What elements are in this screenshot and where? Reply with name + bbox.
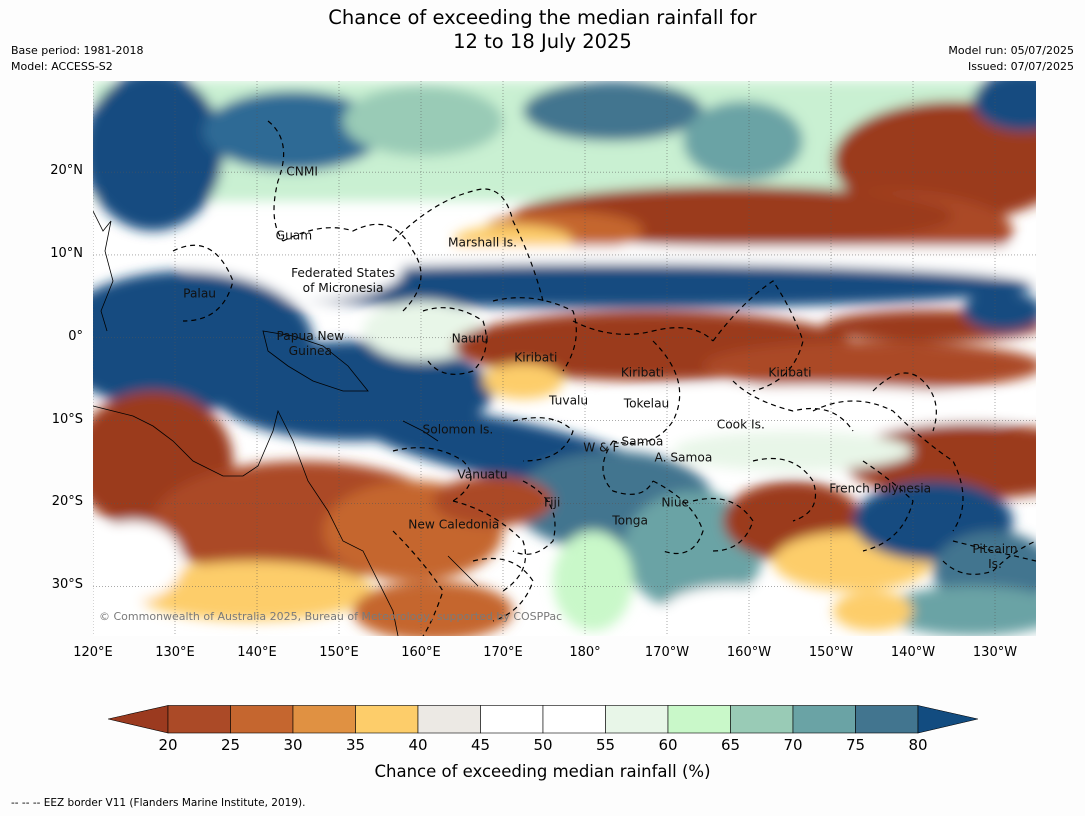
x-tick-label: 130°E — [155, 645, 195, 660]
region-label: Federated States of Micronesia — [291, 265, 396, 295]
colorbar-under-arrow — [108, 705, 169, 734]
x-tick-label: 140°W — [890, 645, 936, 660]
region-label: Papua New Guinea — [276, 328, 345, 358]
colorbar-over-arrow — [917, 705, 978, 734]
region-label: Kiribati — [514, 350, 558, 365]
meta-left: Base period: 1981-2018 Model: ACCESS-S2 — [11, 43, 143, 75]
colorbar-swatch — [792, 705, 856, 734]
region-label: Palau — [183, 286, 217, 301]
title-line-2: 12 to 18 July 2025 — [453, 30, 632, 53]
x-tick-label: 180° — [569, 645, 601, 660]
region-label: Vanuatu — [457, 467, 508, 482]
region-label: Solomon Is. — [422, 422, 494, 437]
colorbar-tick-label: 75 — [845, 736, 866, 754]
region-label: CNMI — [286, 164, 318, 179]
eez-borders — [172, 120, 1036, 636]
colorbar-swatch — [605, 705, 669, 734]
colorbar-tick-label: 50 — [533, 736, 553, 754]
colorbar-swatch — [730, 705, 794, 734]
base-period: Base period: 1981-2018 — [11, 44, 144, 57]
map-canvas — [93, 81, 1036, 636]
x-tick-label: 140°E — [237, 645, 277, 660]
colorbar-tick-label: 55 — [595, 736, 616, 754]
colorbar-tick-label: 70 — [783, 736, 803, 754]
region-label: Fiji — [544, 495, 561, 510]
colorbar-tick-label: 25 — [220, 736, 241, 754]
region-label: Kiribati — [620, 365, 664, 380]
region-label: Samoa — [621, 434, 664, 449]
colorbar-tick-label: 30 — [283, 736, 303, 754]
copyright-notice: © Commonwealth of Australia 2025, Bureau… — [99, 610, 563, 623]
x-tick-label: 130°W — [972, 645, 1018, 660]
rainfall-map — [93, 81, 1036, 636]
region-label: Pitcairn Is. — [972, 542, 1018, 572]
region-label: New Caledonia — [408, 517, 500, 532]
colorbar-tick-label: 40 — [408, 736, 428, 754]
y-tick-label: 0° — [68, 328, 83, 344]
y-tick-label: 20°N — [50, 163, 83, 179]
y-tick-label: 10°N — [50, 245, 83, 261]
region-label: W & F — [583, 440, 620, 455]
colorbar-tick-label: 20 — [158, 736, 178, 754]
colorbar-swatch — [230, 705, 294, 734]
region-label: Marshall Is. — [447, 235, 518, 250]
colorbar-tick-label: 45 — [470, 736, 491, 754]
rainfall-field — [93, 81, 1036, 636]
region-label: Kiribati — [768, 365, 812, 380]
meta-right: Model run: 05/07/2025 Issued: 07/07/2025 — [948, 43, 1074, 75]
region-label: Niue — [661, 495, 690, 510]
colorbar-tick-label: 80 — [908, 736, 928, 754]
chart-title: Chance of exceeding the median rainfall … — [0, 6, 1085, 54]
colorbar — [108, 705, 978, 734]
region-label: Tuvalu — [549, 393, 589, 408]
y-tick-label: 10°S — [51, 411, 83, 427]
graticule — [93, 81, 1036, 636]
y-tick-label: 30°S — [51, 577, 83, 593]
region-label: Cook Is. — [716, 417, 765, 432]
x-tick-label: 150°E — [319, 645, 359, 660]
colorbar-tick-label: 60 — [658, 736, 678, 754]
colorbar-swatch — [417, 705, 481, 734]
issued-date: Issued: 07/07/2025 — [967, 60, 1074, 73]
title-line-1: Chance of exceeding the median rainfall … — [328, 6, 757, 29]
region-label: Tokelau — [623, 396, 670, 411]
colorbar-swatch — [480, 705, 544, 734]
model-run: Model run: 05/07/2025 — [948, 44, 1074, 57]
colorbar-swatch — [292, 705, 356, 734]
colorbar-swatch — [167, 705, 231, 734]
colorbar-tick-label: 35 — [345, 736, 366, 754]
footnote: -- -- -- EEZ border V11 (Flanders Marine… — [11, 797, 306, 809]
region-label: Tonga — [612, 513, 648, 528]
colorbar-swatch — [855, 705, 919, 734]
x-tick-label: 160°W — [726, 645, 772, 660]
colorbar-swatch — [667, 705, 731, 734]
x-tick-label: 170°W — [644, 645, 690, 660]
x-tick-label: 170°E — [483, 645, 523, 660]
x-tick-label: 160°E — [401, 645, 441, 660]
x-tick-label: 150°W — [808, 645, 854, 660]
y-tick-label: 20°S — [51, 494, 83, 510]
colorbar-label: Chance of exceeding median rainfall (%) — [374, 762, 711, 781]
coastlines — [93, 210, 479, 636]
x-tick-label: 120°E — [73, 645, 113, 660]
model-name: Model: ACCESS-S2 — [11, 60, 113, 73]
region-label: French Polynesia — [829, 481, 932, 496]
region-label: Guam — [275, 228, 313, 243]
colorbar-swatch — [542, 705, 606, 734]
region-label: A. Samoa — [654, 450, 713, 465]
colorbar-tick-label: 65 — [720, 736, 741, 754]
colorbar-swatch — [355, 705, 419, 734]
region-label: Nauru — [451, 331, 489, 346]
